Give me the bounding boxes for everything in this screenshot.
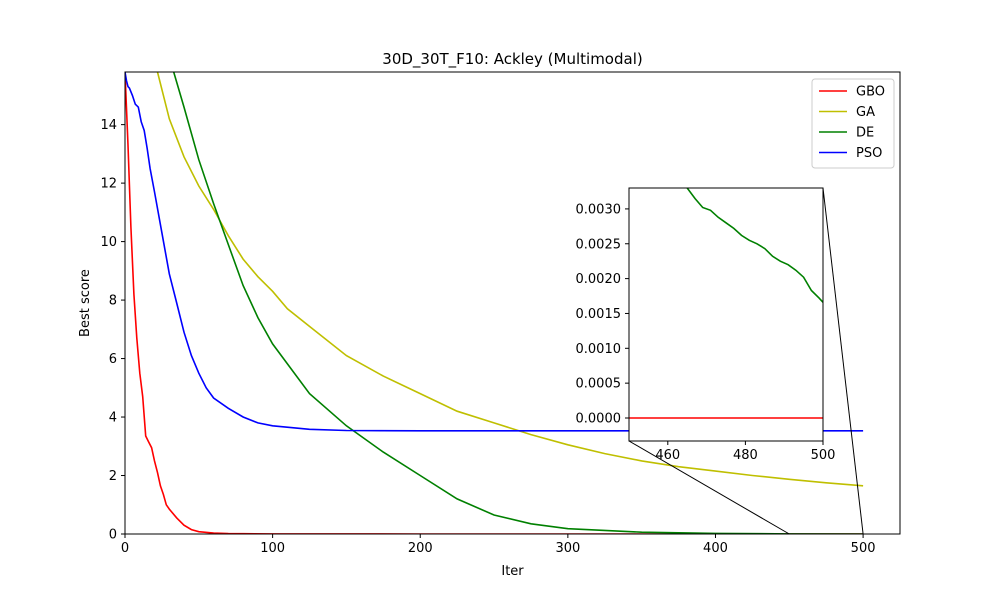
inset-axes-frame xyxy=(628,187,824,442)
inset-y-tick-label: 0.0005 xyxy=(576,377,622,392)
x-tick-label: 400 xyxy=(703,541,728,556)
inset-y-tick-label: 0.0030 xyxy=(576,202,622,217)
y-tick-label: 0 xyxy=(109,528,117,543)
legend-label-ga: GA xyxy=(856,105,875,120)
y-tick-label: 6 xyxy=(109,352,117,367)
legend-label-de: DE xyxy=(856,126,874,141)
inset-x-tick-label: 480 xyxy=(733,448,758,463)
inset-series-lines xyxy=(629,188,823,419)
legend: GBO GA DE PSO xyxy=(811,78,895,169)
y-tick-label: 8 xyxy=(109,294,117,309)
inset-y-tick-label: 0.0000 xyxy=(576,412,622,427)
main-plot-area: 0 100 200 300 400 500 0 2 4 6 8 10 12 14 xyxy=(100,71,901,556)
series-line-ga xyxy=(156,72,864,487)
x-tick-label: 500 xyxy=(851,541,876,556)
y-tick-label: 4 xyxy=(109,411,117,426)
inset-y-tick-label: 0.0015 xyxy=(576,307,622,322)
legend-label-pso: PSO xyxy=(856,146,882,161)
inset-line-de xyxy=(686,188,823,303)
x-tick-label: 0 xyxy=(121,541,129,556)
inset-y-tick-label: 0.0010 xyxy=(576,342,622,357)
x-tick-label: 200 xyxy=(408,541,433,556)
y-axis-label: Best score xyxy=(78,269,93,337)
series-line-pso xyxy=(125,72,864,432)
chart-title: 30D_30T_F10: Ackley (Multimodal) xyxy=(382,50,642,69)
inset-plot-area: 460 480 500 0.0000 0.0005 0.0010 0.0015 0.0020 0… xyxy=(576,187,836,463)
legend-box xyxy=(811,78,895,169)
inset-background xyxy=(629,188,823,441)
inset-y-tick-label: 0.0020 xyxy=(576,272,622,287)
legend-label-gbo: GBO xyxy=(856,85,885,100)
x-axis-label: Iter xyxy=(501,564,524,579)
inset-y-tick-label: 0.0025 xyxy=(576,237,622,252)
y-tick-label: 10 xyxy=(100,235,117,250)
inset-x-tick-label: 500 xyxy=(811,448,836,463)
x-tick-label: 100 xyxy=(260,541,285,556)
inset-connector-right xyxy=(822,187,864,535)
x-tick-label: 300 xyxy=(555,541,580,556)
y-tick-label: 12 xyxy=(100,177,117,192)
y-tick-label: 2 xyxy=(109,469,117,484)
series-line-de xyxy=(172,72,864,534)
inset-connector-left xyxy=(628,440,790,535)
main-axes-frame xyxy=(124,71,901,535)
inset-x-tick-label: 460 xyxy=(655,448,680,463)
y-tick-label: 14 xyxy=(100,118,117,133)
